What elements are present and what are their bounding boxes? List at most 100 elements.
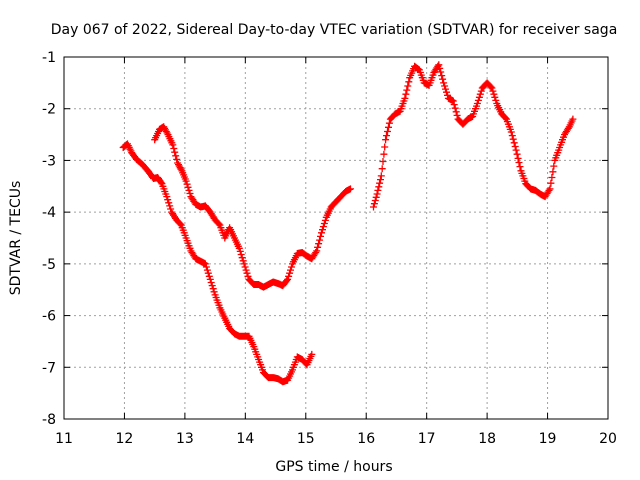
data-point — [209, 278, 211, 280]
data-point — [282, 285, 284, 287]
data-point — [554, 159, 556, 161]
data-point — [330, 206, 332, 208]
data-point — [520, 170, 522, 172]
data-point — [486, 82, 488, 84]
data-point — [177, 162, 179, 164]
y-tick-label: -3 — [42, 153, 56, 169]
data-point — [481, 87, 483, 89]
data-point — [214, 219, 216, 221]
data-point — [190, 250, 192, 252]
y-tick-label: -1 — [42, 50, 56, 66]
data-point — [510, 131, 512, 133]
data-point — [248, 278, 250, 280]
data-point — [157, 176, 159, 179]
x-axis: 11 12 13 14 15 16 17 18 19 20 — [55, 57, 617, 447]
data-point — [428, 84, 430, 86]
x-tick-label: 11 — [55, 431, 73, 447]
data-point — [404, 97, 406, 99]
y-axis: -1 -2 -3 -4 -5 -6 -7 -8 — [42, 50, 608, 428]
data-point — [277, 378, 279, 380]
data-point — [282, 381, 284, 383]
data-point — [423, 82, 425, 84]
data-point — [243, 335, 245, 337]
data-point — [148, 171, 150, 173]
data-point — [163, 126, 165, 128]
x-tick-label: 17 — [418, 431, 436, 447]
data-point — [345, 190, 347, 193]
data-point — [224, 317, 226, 319]
data-point — [287, 379, 289, 381]
data-point — [180, 224, 182, 226]
data-point — [126, 143, 129, 145]
data-point — [501, 113, 503, 115]
data-point — [267, 283, 269, 286]
series-markers — [119, 140, 316, 386]
data-point — [166, 196, 168, 198]
data-point — [380, 175, 382, 177]
x-tick-label: 16 — [357, 431, 375, 447]
grid — [64, 57, 608, 419]
data-point — [291, 263, 294, 265]
data-point — [175, 219, 177, 221]
data-point — [171, 211, 173, 213]
data-point — [161, 183, 163, 185]
data-point — [209, 211, 211, 213]
data-point — [462, 123, 464, 125]
data-point — [476, 102, 478, 105]
data-point — [204, 263, 206, 265]
data-point — [296, 252, 298, 255]
data-point — [549, 188, 551, 190]
data-point — [409, 77, 411, 79]
data-point — [389, 118, 391, 120]
data-point — [248, 335, 250, 337]
data-point — [544, 196, 546, 198]
x-tick-label: 12 — [116, 431, 134, 447]
data-point — [539, 193, 541, 195]
y-tick-label: -5 — [42, 257, 56, 273]
data-point — [306, 364, 308, 366]
data-point — [158, 128, 161, 130]
data-point — [243, 263, 245, 265]
data-point — [272, 377, 274, 379]
data-point — [572, 118, 574, 120]
data-point — [195, 258, 197, 260]
series-2 — [151, 123, 354, 291]
data-point — [568, 126, 570, 128]
data-points — [119, 61, 577, 386]
data-point — [457, 118, 459, 120]
data-point — [418, 69, 420, 71]
data-point — [467, 118, 469, 120]
data-point — [306, 255, 308, 257]
data-point — [287, 278, 289, 280]
data-point — [154, 139, 156, 141]
x-tick-label: 20 — [599, 431, 617, 447]
data-point — [530, 188, 532, 190]
y-tick-label: -2 — [42, 102, 56, 118]
data-point — [296, 356, 298, 358]
data-point — [200, 260, 202, 262]
data-point — [142, 164, 144, 166]
data-point — [325, 216, 327, 218]
data-point — [272, 281, 274, 283]
x-tick-label: 14 — [236, 431, 254, 447]
data-point — [443, 82, 445, 84]
data-point — [131, 152, 133, 154]
data-point — [320, 232, 323, 234]
data-point — [335, 201, 337, 203]
data-point — [167, 134, 169, 136]
y-tick-label: -7 — [42, 360, 56, 376]
data-point — [195, 203, 197, 205]
y-tick-label: -4 — [42, 205, 56, 221]
data-point — [258, 283, 260, 286]
data-point — [172, 144, 174, 146]
data-point — [496, 102, 498, 105]
data-point — [340, 196, 342, 198]
data-point — [238, 247, 240, 249]
data-point — [447, 97, 449, 99]
data-point — [472, 115, 474, 118]
y-tick-label: -8 — [42, 412, 56, 428]
data-point — [233, 333, 236, 335]
data-point — [214, 294, 216, 296]
data-point — [559, 146, 561, 149]
